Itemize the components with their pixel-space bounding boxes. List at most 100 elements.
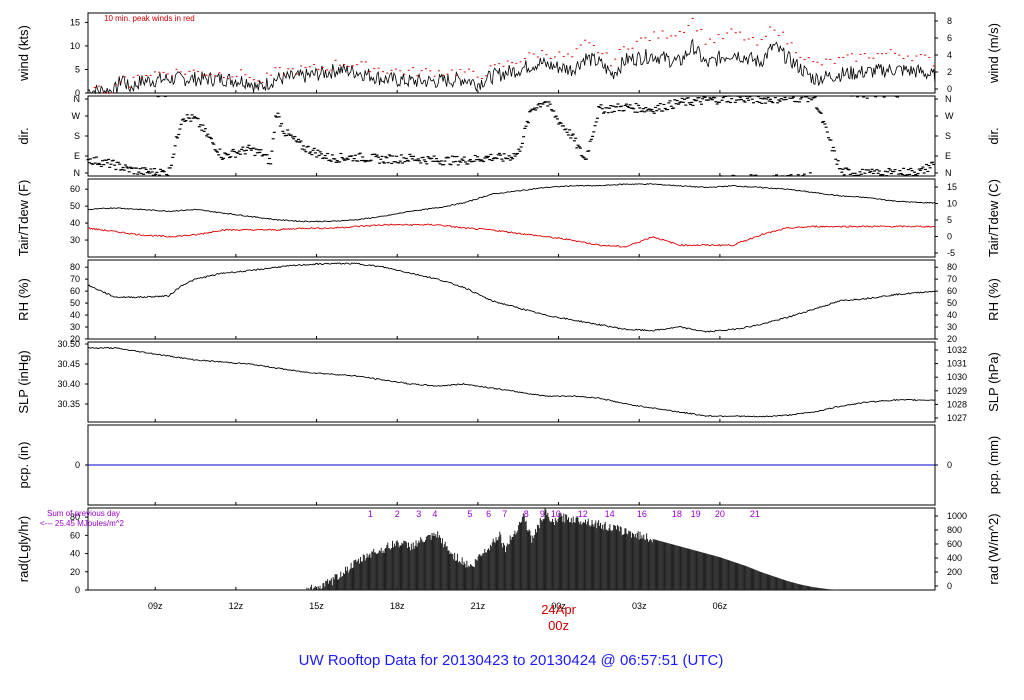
ytick-label-right: 50	[947, 298, 957, 308]
ytick-label-right: 1027	[947, 413, 967, 423]
ytick-label-right: 0	[947, 84, 952, 94]
date-sublabel: 00z	[548, 618, 569, 633]
hour-mark: 21	[750, 509, 760, 519]
ytick-label-right: 600	[947, 539, 962, 549]
ytick-label-right: 1031	[947, 359, 967, 369]
ytick-label: 30.50	[57, 339, 80, 349]
panel-frame	[87, 259, 936, 340]
panel-sea-level-pressure: SLP (inHg) SLP (hPa) 30.35 30.40 30.45 30.50 1…	[16, 339, 1001, 423]
ytick-label: 20	[70, 567, 80, 577]
ytick-label: 5	[75, 64, 80, 74]
ytick-label: 50	[70, 298, 80, 308]
ytick-label-right: 0	[947, 581, 952, 591]
ylabel-right: wind (m/s)	[986, 23, 1001, 84]
hour-mark: 14	[605, 509, 615, 519]
ytick-label: 50	[70, 201, 80, 211]
ytick-label: 30	[70, 322, 80, 332]
ytick-label: 80	[70, 512, 80, 522]
peak-winds-note: 10 min. peak winds in red	[104, 14, 195, 23]
ytick-label: N	[74, 94, 81, 104]
ylabel-left: dir.	[16, 127, 31, 144]
ytick-label-right: E	[945, 151, 951, 161]
hour-mark: 2	[395, 509, 400, 519]
ytick-label-right: W	[945, 111, 954, 121]
ytick-label: 40	[70, 218, 80, 228]
ytick-label-right: 400	[947, 553, 962, 563]
panel-precipitation: pcp. (in) pcp. (mm) 0 0	[16, 424, 1001, 506]
ytick-label: 30.40	[57, 379, 80, 389]
ylabel-left: SLP (inHg)	[16, 350, 31, 413]
ytick-label-right: N	[945, 168, 952, 178]
ytick-label: 80	[70, 262, 80, 272]
ytick-label-right: 30	[947, 322, 957, 332]
ytick-label-right: 80	[947, 262, 957, 272]
ylabel-left: rad(Lgly/hr)	[16, 516, 31, 582]
xtick-label: 03z	[632, 601, 647, 611]
panel-relative-humidity: RH (%) RH (%) 20 30 40 50 60 70 80 20 30 40 50 60 70 80	[16, 259, 1001, 344]
ylabel-left: pcp. (in)	[16, 442, 31, 489]
ytick-label-right: 70	[947, 274, 957, 284]
xtick-label: 18z	[390, 601, 405, 611]
hour-mark: 8	[524, 509, 529, 519]
ytick-label: 30.45	[57, 359, 80, 369]
xtick-label: 21z	[471, 601, 486, 611]
ytick-label-right: -5	[947, 248, 955, 258]
hour-mark: 16	[637, 509, 647, 519]
ytick-label-right: S	[945, 131, 951, 141]
slp-line	[87, 346, 936, 418]
rh-line	[87, 262, 935, 333]
tair-line	[87, 183, 935, 223]
ytick-label: W	[72, 111, 81, 121]
date-label: 24Apr	[541, 602, 576, 617]
radiation-sum-note: Sum of previous day	[47, 509, 120, 518]
ytick-label-right: 1029	[947, 386, 967, 396]
ylabel-right: pcp. (mm)	[986, 436, 1001, 495]
xtick-label: 12z	[229, 601, 244, 611]
ytick-label: 0	[75, 585, 80, 595]
hour-mark: 19	[691, 509, 701, 519]
ytick-label-right: 20	[947, 334, 957, 344]
ytick-label: E	[74, 151, 80, 161]
ylabel-right: RH (%)	[986, 278, 1001, 321]
ytick-label-right: 1028	[947, 399, 967, 409]
ytick-label: 70	[70, 274, 80, 284]
ylabel-left: RH (%)	[16, 278, 31, 321]
ytick-label-right: 15	[947, 182, 957, 192]
ytick-label: 10	[70, 41, 80, 51]
ytick-label-right: 800	[947, 525, 962, 535]
ytick-label-right: 0	[947, 232, 952, 242]
hour-mark: 3	[416, 509, 421, 519]
ytick-label: 40	[70, 310, 80, 320]
hour-mark: 6	[486, 509, 491, 519]
ytick-label-right: 0	[947, 460, 952, 470]
panel-direction: dir. dir.N NE ES SW WN N	[16, 94, 1001, 178]
ytick-label: 20	[70, 334, 80, 344]
hour-mark: 20	[715, 509, 725, 519]
ytick-label-right: 8	[947, 16, 952, 26]
panel-wind: wind (kts) wind (m/s) 0 5 10 15 0 2 4 6 8	[16, 12, 1001, 98]
hour-mark: 18	[672, 509, 682, 519]
ytick-label-right: 1030	[947, 372, 967, 382]
hour-mark: 10	[551, 509, 561, 519]
ytick-label: 40	[70, 549, 80, 559]
ytick-label-right: 40	[947, 310, 957, 320]
ytick-label: 30	[70, 235, 80, 245]
ytick-label: 60	[70, 286, 80, 296]
ylabel-left: wind (kts)	[16, 25, 31, 82]
radiation-sum-value: <--- 25.45 MJoules/m^2	[40, 519, 125, 528]
ytick-label: N	[74, 168, 81, 178]
ytick-label-right: N	[945, 94, 952, 104]
ylabel-right: Tair/Tdew (C)	[986, 179, 1001, 257]
hour-mark: 7	[502, 509, 507, 519]
ytick-label-right: 1032	[947, 345, 967, 355]
chart-title: UW Rooftop Data for 20130423 to 20130424…	[299, 652, 724, 669]
panel-frame	[87, 12, 936, 94]
ytick-label-right: 10	[947, 199, 957, 209]
xtick-label: 06z	[713, 601, 728, 611]
ytick-label-right: 200	[947, 567, 962, 577]
ylabel-right: dir.	[986, 127, 1001, 144]
ytick-label: S	[74, 131, 80, 141]
